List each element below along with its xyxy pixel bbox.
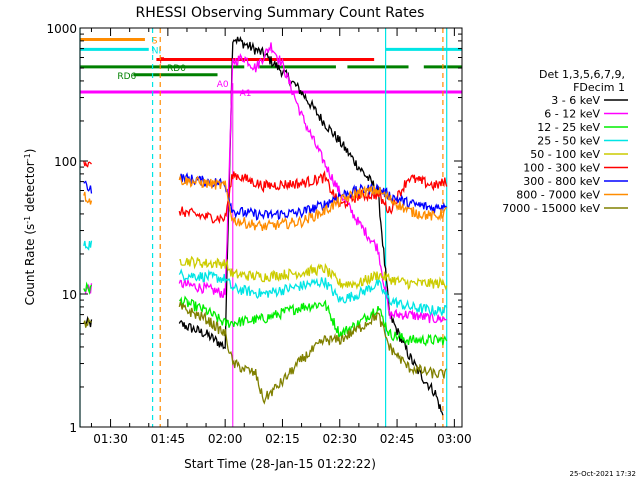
flag-label: RD0 <box>167 64 186 74</box>
legend-label: 12 - 25 keV <box>537 121 600 134</box>
legend-label: 3 - 6 keV <box>551 94 600 107</box>
y-axis-label-part: -1 <box>23 216 32 224</box>
legend-label: 800 - 7000 keV <box>516 189 600 202</box>
y-axis-label-part: ) <box>23 149 37 154</box>
legend-header: FDecim 1 <box>573 81 625 94</box>
series-line <box>83 300 447 405</box>
legend-label: 50 - 100 keV <box>530 148 600 161</box>
y-axis-label-part: Count Rate (s <box>23 224 37 306</box>
series-lines <box>83 35 448 416</box>
flag-label: A1 <box>240 89 252 99</box>
x-tick-label: 03:00 <box>437 432 472 446</box>
x-tick-label: 02:45 <box>380 432 415 446</box>
flag-label: F <box>159 56 164 66</box>
chart-title: RHESSI Observing Summary Count Rates <box>136 5 425 21</box>
y-tick-label: 1 <box>69 421 77 435</box>
legend-label: 6 - 12 keV <box>544 108 600 121</box>
legend-label: 7000 - 15000 keV <box>502 202 600 215</box>
series-line <box>179 255 448 291</box>
series-line <box>83 240 448 317</box>
series-line <box>83 281 448 347</box>
y-tick-label: 1000 <box>46 22 77 36</box>
flag-label: NI <box>152 46 161 56</box>
flag-label: A0 <box>217 80 229 90</box>
x-tick-label: 02:15 <box>265 432 300 446</box>
timestamp: 25-Oct-2021 17:32 <box>570 470 636 478</box>
y-axis-label-part: -1 <box>23 153 32 161</box>
series-line <box>83 174 447 232</box>
flag-label: RD6 <box>117 72 136 82</box>
series-line <box>83 160 448 225</box>
legend-label: 300 - 800 keV <box>523 175 600 188</box>
plot-frame <box>79 27 463 428</box>
series-line <box>83 172 448 221</box>
legend-label: 100 - 300 keV <box>523 162 600 175</box>
legend-header: Det 1,3,5,6,7,9, <box>539 68 625 81</box>
x-tick-label: 02:30 <box>322 432 357 446</box>
x-tick-label: 01:30 <box>93 432 128 446</box>
y-tick-label: 100 <box>54 155 77 169</box>
axes: 01:30 01:45 02:00 02:15 02:30 02:45 03:00 1 10 10… <box>46 22 471 446</box>
y-axis-label: Count Rate (s-1 detector-1) <box>23 149 38 306</box>
legend-label: 25 - 50 keV <box>537 135 600 148</box>
flag-label: S <box>152 36 158 46</box>
x-tick-label: 02:00 <box>208 432 243 446</box>
x-axis-label: Start Time (28-Jan-15 01:22:22) <box>184 457 376 471</box>
y-axis-label-part: detector <box>23 161 37 216</box>
y-tick-label: 10 <box>62 288 77 302</box>
x-tick-label: 01:45 <box>151 432 186 446</box>
